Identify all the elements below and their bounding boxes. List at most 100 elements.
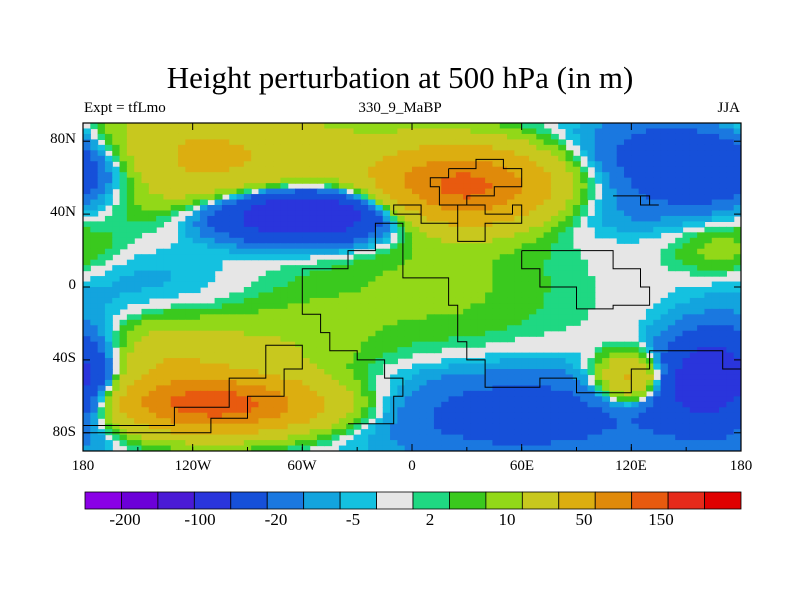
field-cell [572, 133, 581, 140]
field-cell [178, 128, 186, 135]
field-cell [265, 303, 274, 310]
field-cell [156, 265, 165, 272]
field-cell [558, 177, 567, 184]
field-cell [485, 292, 494, 299]
field-cell [404, 434, 413, 441]
field-cell [697, 150, 706, 157]
colorbar-swatch [558, 491, 596, 510]
field-cell [499, 237, 508, 244]
field-cell [426, 139, 435, 146]
field-cell [507, 445, 515, 451]
field-cell [316, 243, 325, 250]
field-cell [565, 259, 574, 266]
field-cell [441, 248, 450, 255]
field-cell [316, 172, 325, 179]
field-cell [83, 155, 91, 162]
field-cell [433, 226, 442, 233]
field-cell [302, 166, 311, 173]
colorbar-swatch [412, 491, 450, 510]
field-cell [397, 385, 406, 392]
field-cell [477, 133, 486, 140]
field-cell [558, 440, 567, 447]
field-cell [550, 183, 559, 190]
field-cell [514, 363, 523, 370]
field-cell [90, 292, 99, 299]
field-cell [302, 150, 311, 157]
field-cell [397, 379, 406, 386]
field-cell [258, 292, 267, 299]
field-cell [375, 133, 384, 140]
field-cell [119, 144, 128, 151]
field-cell [199, 270, 208, 277]
field-cell [199, 161, 208, 168]
field-cell [624, 161, 632, 168]
field-cell [83, 429, 91, 436]
field-cell [302, 139, 311, 146]
field-cell [112, 276, 121, 283]
field-cell [558, 183, 567, 190]
field-cell [258, 401, 267, 408]
field-cell [463, 423, 472, 430]
colorbar-swatch [84, 491, 122, 510]
field-cell [360, 369, 369, 376]
field-cell [594, 352, 603, 359]
field-cell [163, 188, 172, 195]
field-cell [338, 363, 347, 370]
field-cell [689, 363, 698, 370]
field-cell [689, 303, 698, 310]
field-cell [207, 385, 216, 392]
field-cell [390, 330, 398, 337]
field-cell [390, 314, 398, 321]
field-cell [572, 248, 581, 255]
field-cell [726, 166, 735, 173]
field-cell [426, 194, 435, 201]
field-cell [375, 325, 384, 332]
field-cell [207, 128, 216, 135]
field-cell [558, 155, 567, 162]
field-cell [316, 226, 325, 233]
field-cell [667, 128, 676, 135]
field-cell [463, 123, 472, 130]
field-cell [192, 412, 201, 419]
field-cell [631, 440, 640, 447]
field-cell [375, 423, 384, 430]
field-cell [346, 379, 355, 386]
field-cell [148, 407, 157, 414]
field-cell [170, 123, 179, 130]
field-cell [302, 418, 311, 425]
field-cell [558, 210, 567, 217]
field-cell [316, 374, 325, 381]
field-cell [309, 133, 318, 140]
field-cell [141, 445, 150, 451]
field-cell [309, 336, 318, 343]
field-cell [280, 314, 289, 321]
field-cell [382, 215, 391, 222]
field-cell [287, 188, 296, 195]
field-cell [258, 352, 267, 359]
field-cell [580, 396, 589, 403]
field-cell [119, 319, 128, 326]
field-cell [353, 144, 362, 151]
field-cell [536, 418, 545, 425]
field-cell [719, 243, 727, 250]
field-cell [83, 194, 91, 201]
field-cell [214, 308, 223, 315]
field-cell [733, 308, 741, 315]
field-cell [514, 440, 523, 447]
field-cell [265, 319, 274, 326]
field-cell [550, 303, 559, 310]
field-cell [83, 232, 91, 239]
field-cell [412, 308, 420, 315]
field-cell [580, 123, 589, 130]
field-cell [229, 336, 238, 343]
field-cell [192, 265, 201, 272]
field-cell [514, 374, 523, 381]
field-cell [426, 440, 435, 447]
field-cell [156, 133, 165, 140]
field-cell [543, 139, 552, 146]
field-cell [426, 237, 435, 244]
field-cell [638, 139, 647, 146]
field-cell [207, 243, 216, 250]
field-cell [419, 423, 428, 430]
field-cell [119, 358, 128, 365]
